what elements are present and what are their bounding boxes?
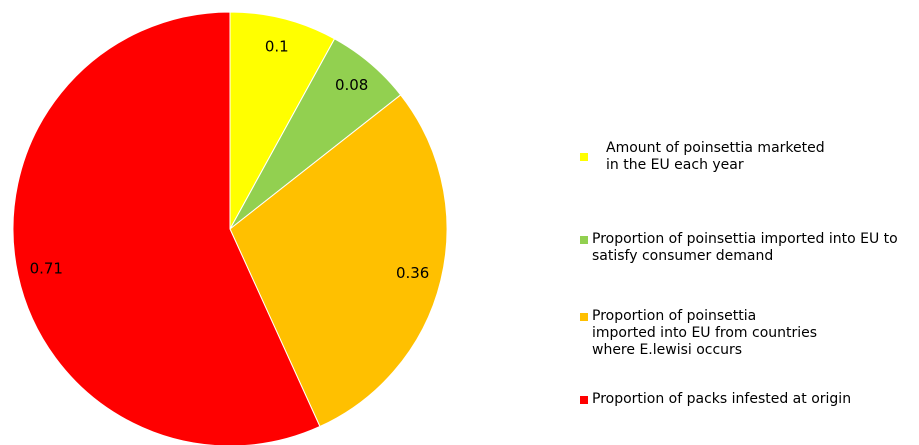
legend-swatch: [580, 396, 588, 404]
legend-swatch: [580, 236, 588, 244]
legend-label: Proportion of packs infested at origin: [592, 391, 852, 407]
pie-slice: [229, 94, 448, 428]
legend-swatch: [580, 153, 588, 161]
pie-slice: [229, 11, 336, 230]
data-label: 0.1: [265, 37, 289, 55]
legend-item: Proportion of packs infested at origin: [580, 391, 915, 408]
legend-item: Proportion of poinsettia imported into E…: [580, 231, 915, 265]
data-label: 0.08: [335, 76, 368, 94]
data-label: 0.71: [30, 259, 63, 277]
legend-label: Amount of poinsettia marketed in the EU …: [606, 140, 825, 173]
legend-item: Amount of poinsettia marketed in the EU …: [580, 140, 915, 174]
data-label: 0.36: [396, 264, 429, 282]
legend-label: Proportion of poinsettia imported into E…: [592, 231, 898, 264]
legend-label: Proportion of poinsettia imported into E…: [592, 308, 818, 358]
legend-item: Proportion of poinsettia imported into E…: [580, 308, 915, 359]
legend-swatch: [580, 313, 588, 321]
